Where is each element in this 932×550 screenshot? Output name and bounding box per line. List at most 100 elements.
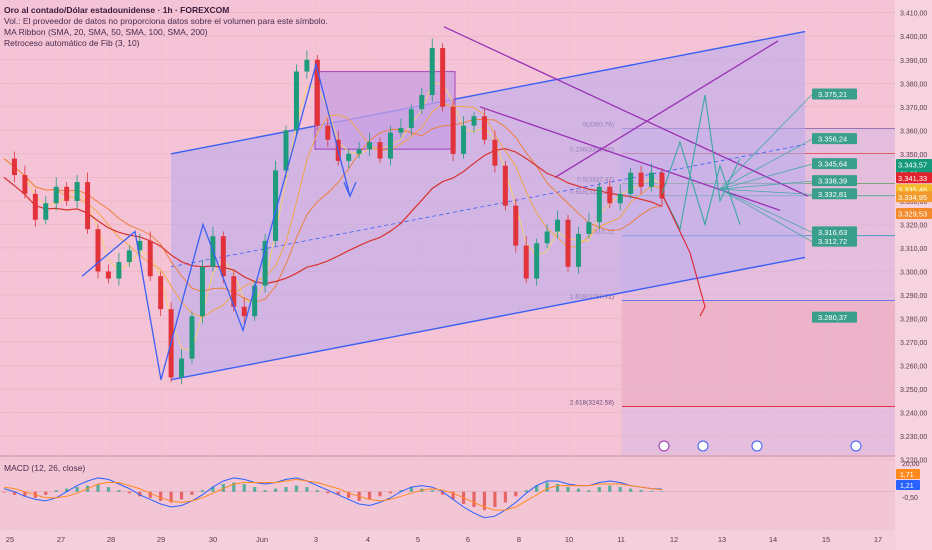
- candle: [85, 172, 91, 234]
- candle: [126, 245, 132, 267]
- price-label: 3.312,72: [812, 235, 857, 247]
- candle-body: [492, 139, 498, 166]
- fib-legend[interactable]: Retroceso automático de Fib (3, 10): [4, 38, 140, 48]
- price-label-box: [812, 158, 857, 170]
- macd-histogram-bar: [232, 482, 236, 492]
- price-label-text: 3.375,21: [818, 90, 847, 99]
- candle-body: [325, 125, 331, 140]
- candle: [220, 231, 226, 284]
- macd-legend[interactable]: MACD (12, 26, close): [4, 463, 86, 473]
- y-tick-label: 3.390,00: [900, 58, 927, 65]
- candle: [555, 210, 561, 239]
- candle: [11, 151, 17, 183]
- candle-body: [607, 186, 613, 204]
- price-label-box: [812, 175, 857, 187]
- event-flag-icon: [751, 440, 763, 452]
- candle-body: [126, 250, 132, 263]
- time-axis-background: [0, 530, 895, 550]
- candle: [95, 224, 101, 279]
- x-tick-label: 13: [718, 535, 726, 544]
- y-tick-label: 3.400,00: [900, 34, 927, 41]
- candle-body: [189, 316, 195, 359]
- price-label-text: 3.332,81: [818, 190, 847, 199]
- candle-body: [398, 127, 404, 133]
- y-tick-label: 3.310,00: [900, 246, 927, 253]
- y-tick-label: 3.360,00: [900, 128, 927, 135]
- macd-histogram-bar: [430, 490, 434, 492]
- price-label-box: [812, 188, 857, 200]
- candle-body: [387, 132, 393, 159]
- y-tick-label: 3.330,00: [900, 199, 927, 206]
- candle-body: [586, 222, 592, 234]
- candle-body: [440, 47, 446, 107]
- macd-histogram-bar: [576, 488, 581, 492]
- candle: [53, 177, 59, 211]
- macd-histogram-bar: [263, 490, 267, 492]
- candle-body: [513, 205, 519, 246]
- candle: [158, 271, 164, 317]
- candle-body: [575, 233, 581, 267]
- macd-value-label: 1,21: [896, 480, 920, 490]
- y-tick-label: 3.240,00: [900, 411, 927, 418]
- x-tick-label: 11: [617, 535, 625, 544]
- macd-histogram-bar: [367, 491, 372, 500]
- price-label-text: 3.312,72: [818, 237, 847, 246]
- macd-histogram-bar: [106, 487, 111, 492]
- candle-body: [252, 285, 258, 317]
- x-tick-label: 6: [466, 535, 470, 544]
- x-tick-label: 12: [670, 535, 678, 544]
- price-label-text: 3.335,46: [898, 186, 927, 195]
- y-tick-label: 3.220,00: [900, 458, 927, 465]
- macd-histogram-bar: [566, 487, 570, 492]
- candle-body: [356, 149, 362, 154]
- candle-body: [273, 170, 279, 241]
- macd-histogram-bar: [211, 487, 215, 492]
- candle: [575, 226, 581, 274]
- candle-body: [116, 262, 122, 279]
- chart-legend: Oro al contado/Dólar estadounidense · 1h…: [4, 5, 328, 49]
- macd-histogram-bar: [159, 491, 163, 501]
- x-tick-label: 27: [57, 535, 65, 544]
- y-tick-label: 3.300,00: [900, 269, 927, 276]
- price-label: 3.375,21: [812, 88, 857, 100]
- macd-histogram-bar: [326, 491, 330, 494]
- price-axis-background: [895, 0, 932, 550]
- candle: [64, 182, 70, 206]
- x-tick-label: 25: [6, 535, 14, 544]
- macd-histogram-bar: [336, 491, 340, 495]
- candle: [22, 165, 28, 199]
- price-label: 3.338,39: [812, 175, 857, 187]
- candle: [440, 43, 446, 112]
- candle-body: [450, 106, 456, 154]
- price-label-box: [812, 88, 857, 100]
- triangle-upper-line: [443, 26, 809, 197]
- wave-zigzag: [81, 61, 351, 380]
- candle-body: [544, 231, 550, 244]
- macd-histogram-bar: [294, 485, 299, 492]
- macd-value-text: 1,21: [900, 483, 914, 490]
- moving-average-line: [3, 148, 663, 285]
- macd-histogram-bar: [221, 484, 225, 492]
- event-flag-icon: [658, 440, 670, 452]
- candle: [189, 311, 195, 364]
- candle: [283, 125, 289, 178]
- macd-histogram-bar: [472, 491, 476, 508]
- price-label-box: [812, 226, 857, 238]
- candle: [398, 118, 404, 138]
- y-tick-label: 3.230,00: [900, 434, 927, 441]
- candle-body: [314, 59, 320, 126]
- candle-body: [628, 172, 634, 194]
- ma-ribbon-legend[interactable]: MA Ribbon (SMA, 20, SMA, 50, SMA, 100, S…: [4, 27, 208, 37]
- candle-body: [283, 130, 289, 171]
- volume-legend: Vol.: El proveedor de datos no proporcio…: [4, 16, 328, 26]
- candle-body: [220, 236, 226, 277]
- candle: [628, 167, 634, 199]
- candle: [105, 264, 111, 284]
- candle: [492, 130, 498, 173]
- macd-y-tick-label: 20,00: [902, 461, 920, 468]
- candle-body: [11, 158, 17, 176]
- macd-histogram-bar: [399, 490, 403, 492]
- candle: [659, 167, 665, 206]
- projection-fan-line: [719, 188, 813, 233]
